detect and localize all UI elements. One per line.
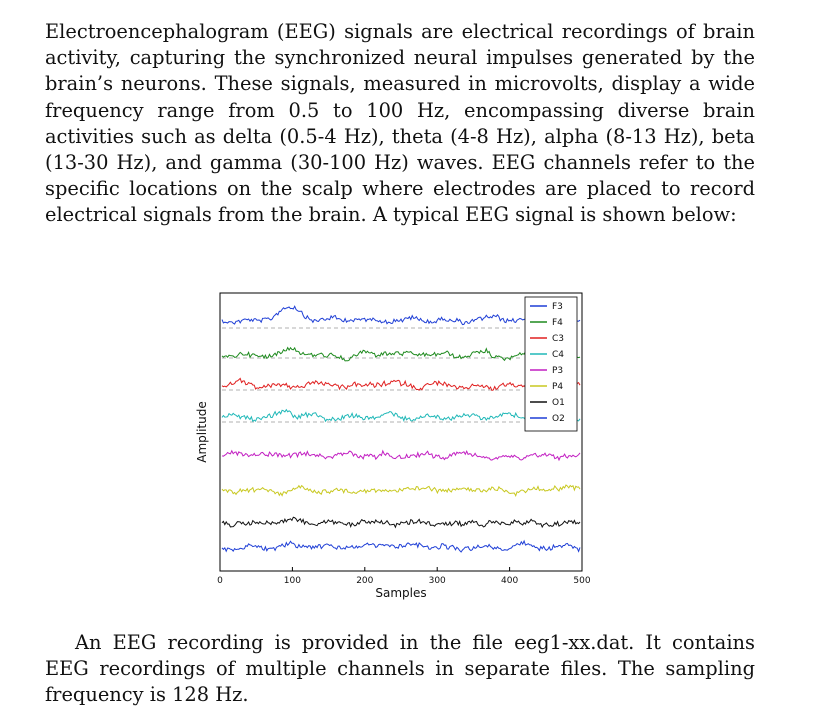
- y-axis-label: Amplitude: [195, 401, 209, 463]
- x-tick-label-200: 200: [356, 576, 373, 586]
- trace-p4: [221, 484, 581, 497]
- legend-label-c4: C4: [552, 350, 564, 360]
- trace-o1: [221, 516, 581, 529]
- data-paragraph: An EEG recording is provided in the file…: [45, 630, 755, 709]
- trace-c3: [221, 377, 581, 392]
- legend: F3 F4 C3 C4 P3 P4 O1 O2: [524, 296, 578, 432]
- legend-label-f3: F3: [552, 302, 563, 312]
- trace-c4: [221, 408, 581, 423]
- legend-label-o1: O1: [552, 398, 565, 408]
- x-axis-ticks: 0 100 200 300 400 500: [217, 567, 591, 586]
- plot-area: 0 100 200 300 400 500 F3 F4 C3 C4 P3 P4 O1 O2: [217, 292, 591, 586]
- legend-label-o2: O2: [552, 414, 565, 424]
- eeg-figure: 0 100 200 300 400 500 F3 F4 C3 C4 P3 P4 O1 O2 Sample…: [195, 292, 591, 600]
- legend-label-c3: C3: [552, 334, 564, 344]
- trace-f4: [221, 346, 581, 362]
- legend-label-p3: P3: [552, 366, 563, 376]
- data-paragraph-text: An EEG recording is provided in the file…: [45, 631, 755, 707]
- plot-frame: [219, 292, 583, 572]
- x-tick-label-300: 300: [429, 576, 446, 586]
- x-tick-label-100: 100: [284, 576, 301, 586]
- trace-p3: [221, 449, 581, 462]
- x-tick-label-400: 400: [501, 576, 518, 586]
- x-tick-label-500: 500: [573, 576, 590, 586]
- legend-box: [524, 296, 578, 432]
- x-axis-label: Samples: [375, 586, 426, 600]
- legend-label-p4: P4: [552, 382, 563, 392]
- trace-f3: [221, 305, 581, 326]
- intro-paragraph: Electroencephalogram (EEG) signals are e…: [45, 20, 755, 227]
- signal-traces: [221, 305, 581, 553]
- legend-label-f4: F4: [552, 318, 563, 328]
- x-tick-label-0: 0: [217, 576, 223, 586]
- trace-o2: [221, 539, 581, 553]
- baseline-guides: [222, 327, 520, 423]
